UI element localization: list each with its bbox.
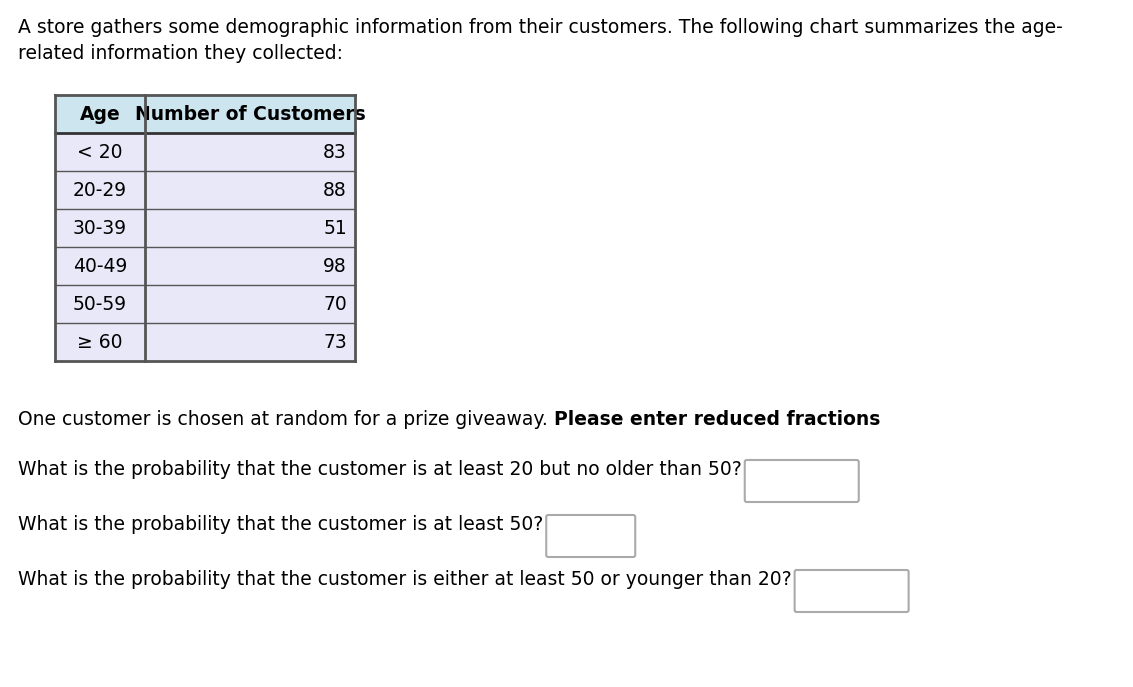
Text: Age: Age [79,104,120,124]
Bar [56,323,355,361]
Text: 70: 70 [323,295,347,313]
Text: Number of Customers: Number of Customers [135,104,365,124]
Text: 50-59: 50-59 [73,295,127,313]
Bar [56,247,355,285]
Text: 51: 51 [323,218,347,238]
FancyBboxPatch shape [546,515,636,557]
Text: 83: 83 [323,142,347,161]
Text: < 20: < 20 [77,142,122,161]
Bar [56,171,355,209]
Bar [56,285,355,323]
Text: What is the probability that the customer is either at least 50 or younger than : What is the probability that the custome… [18,570,792,589]
Text: 40-49: 40-49 [73,256,127,275]
Text: related information they collected:: related information they collected: [18,44,343,63]
Bar [56,133,355,171]
Text: One customer is chosen at random for a prize giveaway.: One customer is chosen at random for a p… [18,410,554,429]
Text: A store gathers some demographic information from their customers. The following: A store gathers some demographic informa… [18,18,1063,37]
Bar [56,95,355,133]
Text: Please enter reduced fractions: Please enter reduced fractions [554,410,880,429]
FancyBboxPatch shape [794,570,909,612]
Text: What is the probability that the customer is at least 50?: What is the probability that the custome… [18,515,543,534]
Text: 73: 73 [323,333,347,352]
Text: ≥ 60: ≥ 60 [77,333,122,352]
Text: 88: 88 [323,181,347,199]
Text: 20-29: 20-29 [73,181,127,199]
Text: What is the probability that the customer is at least 20 but no older than 50?: What is the probability that the custome… [18,460,742,479]
Text: 98: 98 [323,256,347,275]
Bar [56,209,355,247]
FancyBboxPatch shape [744,460,859,502]
Text: 30-39: 30-39 [73,218,127,238]
